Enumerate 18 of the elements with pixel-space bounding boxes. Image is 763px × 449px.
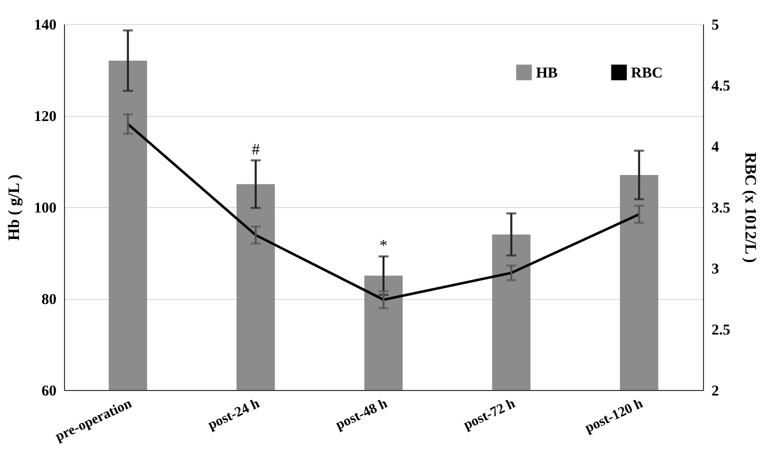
y-tick-label: 60 xyxy=(42,384,56,400)
y2-tick-label: 5 xyxy=(712,18,719,34)
y-tick-label: 80 xyxy=(42,292,56,308)
y2-tick-label: 2 xyxy=(712,384,719,400)
y-tick-label: 100 xyxy=(34,200,56,216)
y-axis-title: Hb ( g/L ) xyxy=(6,174,23,241)
y2-axis-title: RBC (x 1012/L ) xyxy=(741,152,758,263)
y2-tick-label: 4.5 xyxy=(712,78,730,94)
y2-tick-label: 2.5 xyxy=(712,322,730,338)
y2-tick-label: 3.5 xyxy=(712,200,730,216)
y2-tick-label: 3 xyxy=(712,262,719,278)
y-tick-label: 120 xyxy=(34,109,56,125)
y2-tick-label: 4 xyxy=(712,140,720,156)
y-tick-label: 140 xyxy=(34,18,56,34)
annotation: * xyxy=(380,237,388,254)
legend-label: HB xyxy=(536,65,558,82)
annotation: # xyxy=(252,141,260,158)
legend-label: RBC xyxy=(631,65,663,82)
